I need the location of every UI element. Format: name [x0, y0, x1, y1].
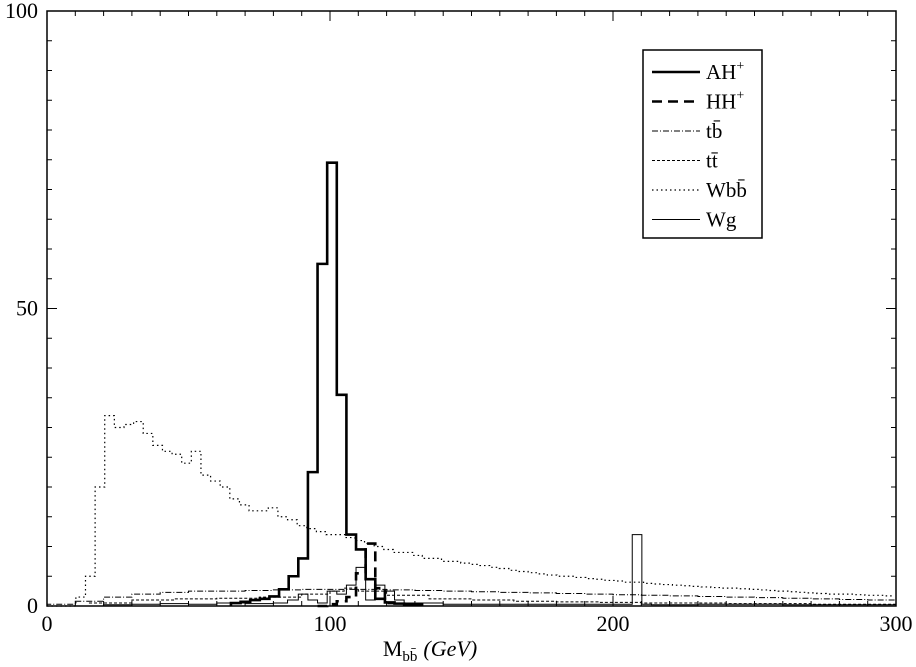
svg-text:Mbb̄(GeV): Mbb̄ (GeV) — [383, 636, 477, 665]
x-tick-label: 300 — [880, 611, 913, 636]
y-tick-label: 0 — [27, 593, 38, 618]
x-tick-label: 0 — [42, 611, 53, 636]
y-tick-labels: 0 50 100 — [5, 0, 38, 618]
plot-frame — [46, 10, 897, 607]
x-tick-labels: 0 100 200 300 — [42, 611, 913, 636]
legend-label: tt̄ — [706, 149, 719, 173]
legend-label: AH+ — [706, 59, 744, 84]
plot-area — [46, 10, 897, 607]
series-thick-dashed-line — [317, 542, 395, 608]
x-axis-label: Mbb̄ (GeV) — [383, 636, 477, 665]
series-dash-dot-line — [46, 588, 896, 606]
x-tick-label: 200 — [597, 611, 630, 636]
legend: AH+ HH+ tb̄ tt̄ Wbb̄ Wg — [642, 49, 763, 239]
y-tick-label: 100 — [5, 0, 38, 23]
series-dashed-line — [47, 587, 896, 607]
legend-label: Wg — [706, 208, 737, 232]
x-axis-label-subscript: bb̄ — [402, 649, 417, 665]
legend-label: tb̄ — [706, 119, 722, 143]
x-axis-label-unit: (GeV) — [423, 636, 477, 661]
legend-label: Wbb̄ — [706, 178, 747, 202]
x-axis-label-main: M — [383, 636, 403, 661]
legend-label: HH+ — [706, 89, 744, 114]
ticks-layer — [46, 10, 897, 607]
y-tick-label: 50 — [16, 296, 38, 321]
series-layer — [46, 161, 896, 608]
series-thick-solid-line — [229, 161, 424, 607]
legend-items: AH+ HH+ tb̄ tt̄ Wbb̄ Wg — [652, 59, 747, 232]
series-thin-solid-line — [47, 534, 896, 607]
legend-box — [642, 49, 763, 239]
series-dotted-line — [47, 415, 894, 607]
x-tick-label: 100 — [314, 611, 347, 636]
